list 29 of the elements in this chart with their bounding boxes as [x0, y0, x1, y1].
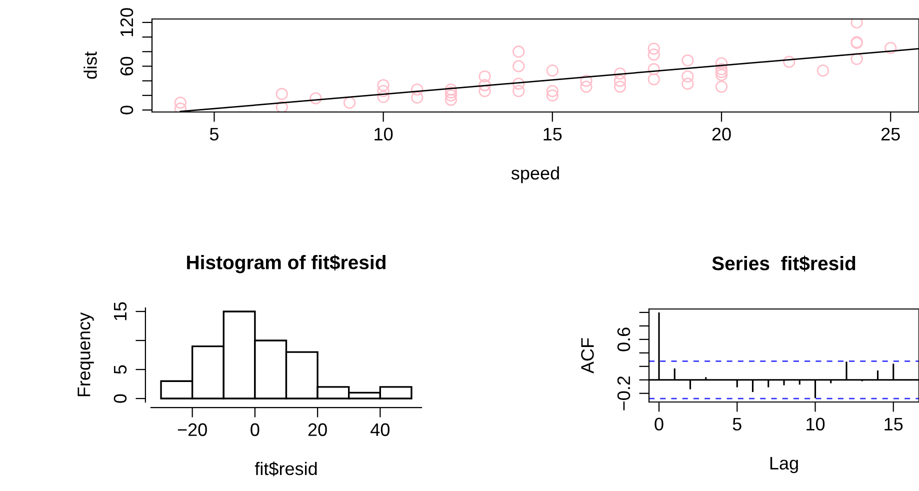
y-tick-label: 5 [114, 365, 127, 374]
x-tick-label: 15 [544, 128, 562, 141]
y-tick-label: −0.2 [617, 376, 630, 410]
x-tick-label: 40 [370, 423, 390, 436]
x-axis-title: fit$resid [254, 462, 317, 476]
y-axis-title: Frequency [78, 312, 94, 396]
x-tick-label: −20 [178, 423, 207, 436]
x-tick-label: 10 [806, 418, 825, 431]
x-tick-label: 10 [374, 128, 393, 141]
x-tick-label: 15 [884, 418, 903, 431]
y-tick-label: 0 [114, 394, 127, 403]
y-axis-title: dist [84, 52, 97, 79]
x-tick-label: 25 [881, 128, 900, 141]
x-tick-label: 20 [308, 423, 327, 436]
y-tick-label: 15 [114, 302, 127, 320]
x-tick-label: 0 [654, 418, 664, 431]
chart-title: Series fit$resid [712, 256, 856, 272]
chart-title: Histogram of fit$resid [187, 254, 386, 274]
x-tick-label: 0 [250, 423, 260, 436]
y-tick-label: 0.6 [617, 328, 630, 352]
y-tick-label: 60 [120, 56, 134, 76]
x-tick-label: 5 [210, 128, 218, 141]
y-tick-label: 0 [120, 106, 134, 114]
x-tick-label: 5 [732, 418, 742, 431]
x-axis-title: Lag [770, 456, 798, 474]
x-tick-label: 20 [712, 128, 731, 141]
x-axis-title: speed [511, 166, 559, 184]
y-axis-title: ACF [581, 338, 594, 374]
y-tick-label: 120 [120, 8, 134, 36]
